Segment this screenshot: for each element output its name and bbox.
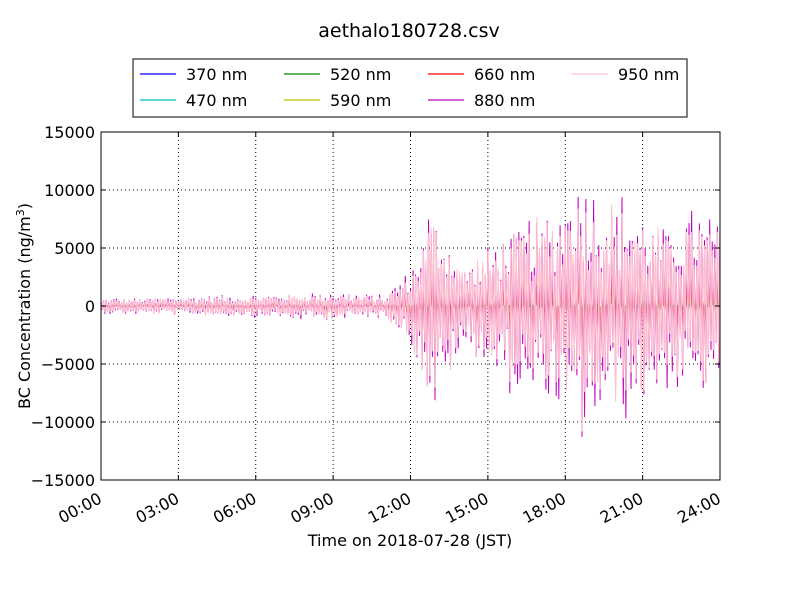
x-tick-label: 18:00 xyxy=(519,489,569,527)
y-tick-label: 15000 xyxy=(44,123,95,142)
x-tick-label: 24:00 xyxy=(674,489,724,527)
y-tick-label: −5000 xyxy=(41,355,95,374)
legend: 370 nm 470 nm 520 nm 590 nm 660 nm 880 nm 950 … xyxy=(132,58,688,118)
x-tick-label: 12:00 xyxy=(365,489,415,527)
y-tick-label: 0 xyxy=(85,297,95,316)
y-tick-label: 10000 xyxy=(44,181,95,200)
chart-title: aethalo180728.csv xyxy=(318,20,500,42)
x-tick-label: 21:00 xyxy=(597,489,647,527)
legend-label: 880 nm xyxy=(474,91,535,110)
x-tick-label: 09:00 xyxy=(287,489,337,527)
legend-label: 660 nm xyxy=(474,65,535,84)
series-line-880-nm xyxy=(100,196,721,437)
legend-label: 950 nm xyxy=(618,65,679,84)
x-tick-label: 00:00 xyxy=(55,489,105,527)
y-axis-label: BC Concentration (ng/m3) xyxy=(14,203,34,409)
legend-label: 470 nm xyxy=(186,91,247,110)
x-tick-label: 15:00 xyxy=(442,489,492,527)
legend-label: 370 nm xyxy=(186,65,247,84)
legend-label: 520 nm xyxy=(330,65,391,84)
x-axis-label: Time on 2018-07-28 (JST) xyxy=(307,531,512,550)
x-tick-label: 03:00 xyxy=(133,489,183,527)
legend-frame xyxy=(132,58,688,118)
plot-area xyxy=(100,131,721,481)
y-tick-label: 5000 xyxy=(54,239,95,258)
series-line-950-nm xyxy=(100,204,721,432)
y-tick-label: −10000 xyxy=(31,413,95,432)
x-tick-label: 06:00 xyxy=(210,489,260,527)
legend-label: 590 nm xyxy=(330,91,391,110)
y-tick-label: −15000 xyxy=(31,471,95,490)
